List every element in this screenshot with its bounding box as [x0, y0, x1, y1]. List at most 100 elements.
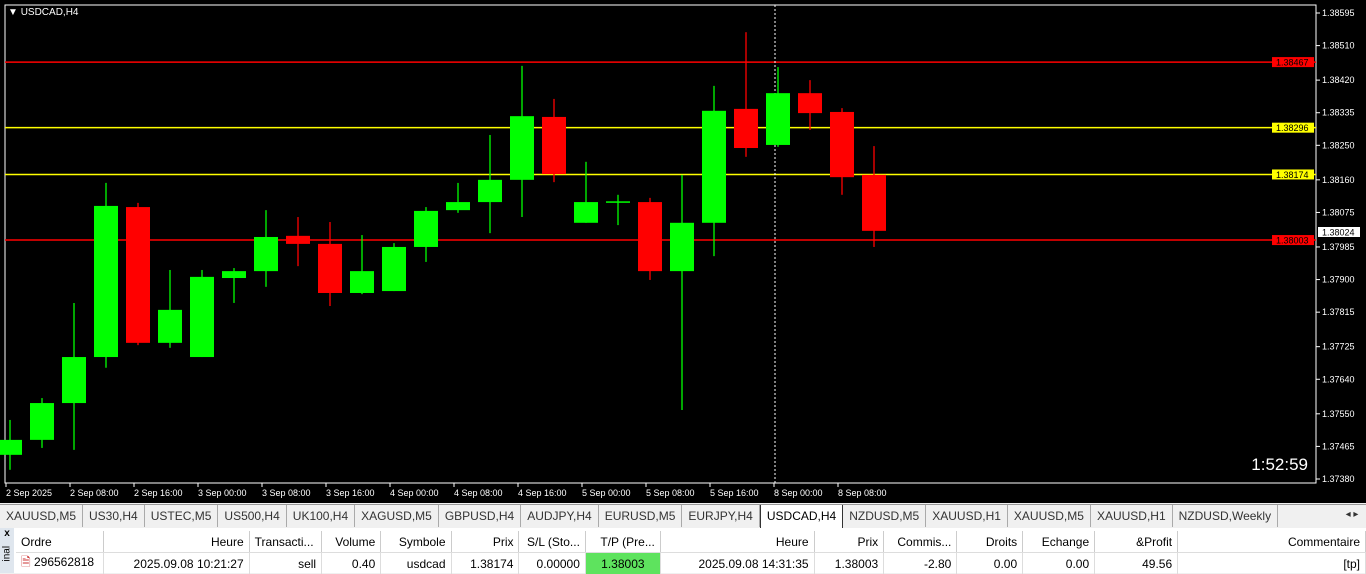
column-header[interactable]: T/P (Pre...	[585, 531, 660, 553]
table-cell: 1.38003	[585, 553, 660, 574]
y-tick-label: 1.37900	[1322, 275, 1355, 285]
y-tick-label: 1.38510	[1322, 41, 1355, 51]
candle-body	[830, 112, 854, 177]
chart-tab[interactable]: NZDUSD,M5	[843, 505, 926, 527]
chart-tab[interactable]: US30,H4	[83, 505, 145, 527]
y-tick-label: 1.38160	[1322, 175, 1355, 185]
column-header[interactable]: Heure	[104, 531, 250, 553]
table-cell: 🗎 296562818	[16, 553, 104, 574]
x-tick-label: 4 Sep 16:00	[518, 488, 567, 498]
x-tick-label: 3 Sep 16:00	[326, 488, 375, 498]
close-icon[interactable]: x	[0, 528, 14, 539]
candle-body	[574, 202, 598, 223]
candle-body	[222, 271, 246, 278]
candle-body	[702, 111, 726, 223]
table-cell: -2.80	[884, 553, 957, 574]
table-cell: 2025.09.08 14:31:35	[660, 553, 814, 574]
candle-body	[350, 271, 374, 293]
candle-body	[254, 237, 278, 271]
candle-body	[94, 206, 118, 357]
table-cell: 2025.09.08 10:21:27	[104, 553, 250, 574]
table-cell: sell	[249, 553, 321, 574]
terminal-label: inal	[2, 548, 13, 562]
chart-tab[interactable]: EURJPY,H4	[682, 505, 759, 527]
chart-canvas: 1.385951.385101.384201.383351.382501.381…	[0, 0, 1366, 503]
x-tick-label: 2 Sep 2025	[6, 488, 52, 498]
column-header[interactable]: Volume	[322, 531, 381, 553]
table-cell: 0.00	[1023, 553, 1095, 574]
candle-body	[542, 117, 566, 174]
chart-tab[interactable]: EURUSD,M5	[599, 505, 683, 527]
candle-body	[766, 93, 790, 145]
y-tick-label: 1.37550	[1322, 409, 1355, 419]
level-price-label: 1.38174	[1276, 170, 1309, 180]
x-tick-label: 2 Sep 08:00	[70, 488, 119, 498]
chart-tab[interactable]: UK100,H4	[287, 505, 355, 527]
chart-symbol-label: USDCAD,H4	[21, 7, 79, 18]
chart-tab[interactable]: XAUUSD,H1	[926, 505, 1008, 527]
y-tick-label: 1.38420	[1322, 75, 1355, 85]
chart-tab[interactable]: AUDJPY,H4	[521, 505, 598, 527]
chart-tab[interactable]: XAGUSD,M5	[355, 505, 439, 527]
y-tick-label: 1.38335	[1322, 108, 1355, 118]
candle-body	[0, 440, 22, 455]
table-cell: [tp]	[1178, 553, 1366, 574]
y-tick-label: 1.38075	[1322, 207, 1355, 217]
candle-body	[862, 175, 886, 231]
candle-body	[478, 180, 502, 202]
y-tick-label: 1.37985	[1322, 242, 1355, 252]
chart-tab[interactable]: GBPUSD,H4	[439, 505, 521, 527]
collapse-triangle-icon[interactable]: ▼	[8, 7, 21, 18]
chart-tab[interactable]: NZDUSD,Weekly	[1173, 505, 1278, 527]
column-header[interactable]: Prix	[451, 531, 519, 553]
chart-tab[interactable]: USDCAD,H4	[760, 505, 843, 528]
column-header[interactable]: Droits	[957, 531, 1023, 553]
candle-body	[126, 207, 150, 343]
candle-body	[734, 109, 758, 148]
column-header[interactable]: Commis...	[884, 531, 957, 553]
chart-tab[interactable]: XAUUSD,H1	[1091, 505, 1173, 527]
column-header[interactable]: Commentaire	[1178, 531, 1366, 553]
column-header[interactable]: Symbole	[381, 531, 451, 553]
y-tick-label: 1.37815	[1322, 307, 1355, 317]
candle-body	[30, 403, 54, 440]
candle-body	[190, 277, 214, 357]
tab-scroll-arrows-icon[interactable]: ◂ ▸	[1338, 505, 1366, 527]
candle-body	[382, 247, 406, 291]
level-price-label: 1.38003	[1276, 236, 1309, 246]
x-tick-label: 4 Sep 00:00	[390, 488, 439, 498]
x-tick-label: 8 Sep 08:00	[838, 488, 887, 498]
chart-tab[interactable]: US500,H4	[218, 505, 286, 527]
x-tick-label: 2 Sep 16:00	[134, 488, 183, 498]
table-cell: 0.00000	[519, 553, 585, 574]
table-cell: 49.56	[1095, 553, 1178, 574]
column-header[interactable]: Transacti...	[249, 531, 321, 553]
candle-body	[158, 310, 182, 343]
x-tick-label: 4 Sep 08:00	[454, 488, 503, 498]
x-tick-label: 8 Sep 00:00	[774, 488, 823, 498]
chart-tab[interactable]: USTEC,M5	[145, 505, 219, 527]
candle-body	[510, 116, 534, 180]
level-price-label: 1.38296	[1276, 123, 1309, 133]
column-header[interactable]: &Profit	[1095, 531, 1178, 553]
column-header[interactable]: Echange	[1023, 531, 1095, 553]
candle-body	[446, 202, 470, 210]
column-header[interactable]: Prix	[814, 531, 884, 553]
candle-body	[606, 201, 630, 203]
chart-tab[interactable]: XAUUSD,M5	[1008, 505, 1091, 527]
chart-tab[interactable]: XAUUSD,M5	[0, 505, 83, 527]
column-header[interactable]: Heure	[660, 531, 814, 553]
chart-title: ▼ USDCAD,H4	[8, 7, 78, 18]
y-tick-label: 1.37725	[1322, 342, 1355, 352]
column-header[interactable]: S/L (Sto...	[519, 531, 585, 553]
column-header[interactable]: Ordre	[16, 531, 104, 553]
candle-body	[62, 357, 86, 403]
table-cell: 0.00	[957, 553, 1023, 574]
candle-body	[318, 244, 342, 293]
terminal-side: x inal	[0, 528, 14, 573]
candle-body	[638, 202, 662, 271]
